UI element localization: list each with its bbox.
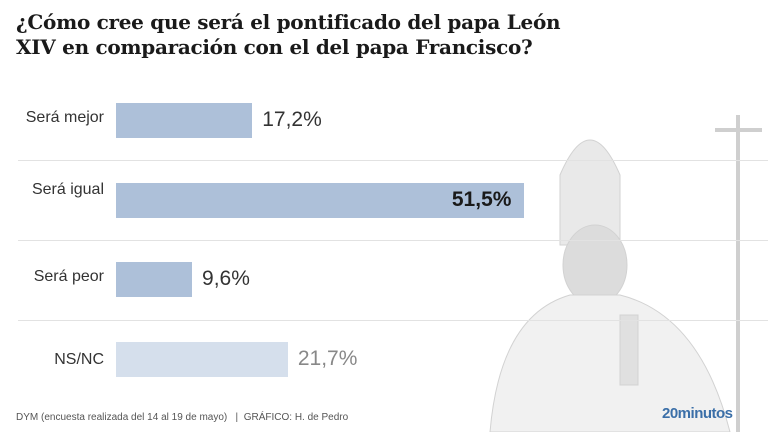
category-label: Será mejor <box>25 109 104 126</box>
category-label: Será igual <box>31 181 104 198</box>
value-label: 17,2% <box>262 108 322 131</box>
category-label: NS/NC <box>54 351 104 368</box>
row-divider <box>18 160 768 161</box>
bar <box>116 342 288 377</box>
row-divider <box>18 240 768 241</box>
pope-photo <box>489 115 762 432</box>
row-divider <box>18 320 768 321</box>
chart-title: ¿Cómo cree que será el pontificado del p… <box>16 10 561 59</box>
bar <box>116 103 253 138</box>
category-label: Será peor <box>33 268 104 285</box>
bar <box>116 183 524 218</box>
value-label: 21,7% <box>297 347 358 370</box>
value-label: 9,6% <box>202 267 250 290</box>
value-label: 51,5% <box>451 188 512 211</box>
bar <box>116 262 193 297</box>
brand-logo: 20minutos <box>662 405 733 422</box>
source-note: DYM (encuesta realizada del 14 al 19 de … <box>16 412 349 423</box>
